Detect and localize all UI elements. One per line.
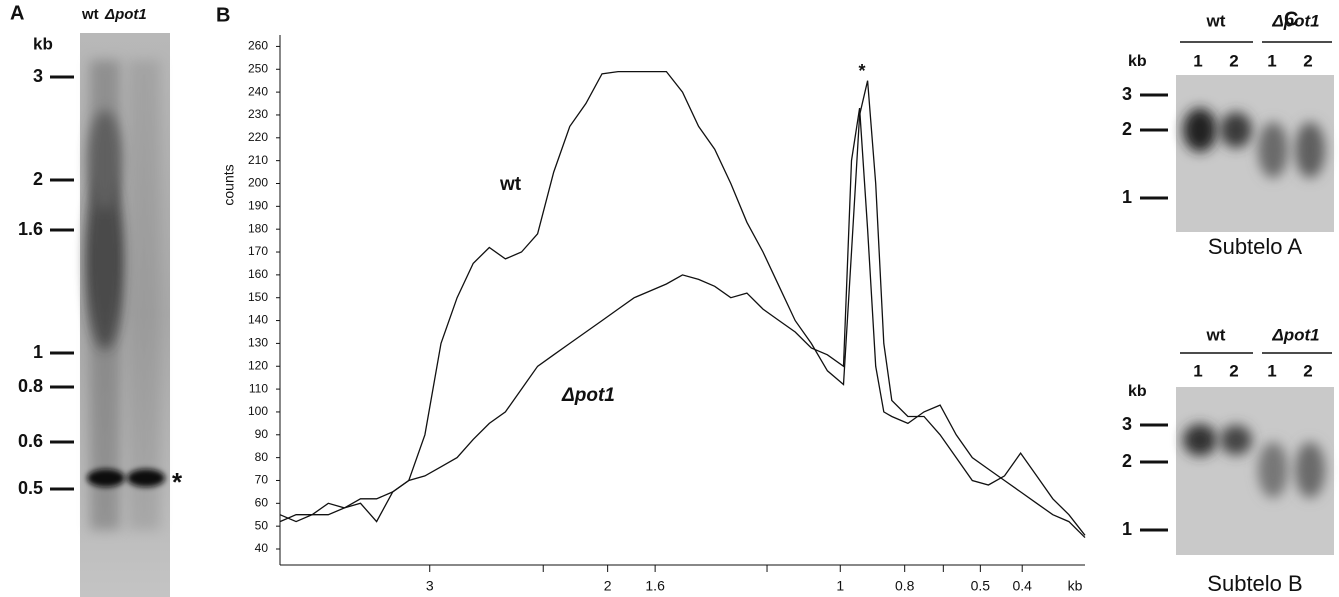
caption: Subtelo B bbox=[1207, 571, 1302, 596]
y-tick-label: 140 bbox=[248, 313, 268, 327]
size-marker-label: 1 bbox=[33, 342, 43, 362]
panel-label: C bbox=[1284, 8, 1298, 30]
annotation: wt bbox=[499, 174, 522, 195]
y-tick-label: 260 bbox=[248, 39, 268, 53]
series-line bbox=[279, 108, 1086, 539]
lane-label: wt bbox=[81, 6, 99, 23]
size-marker-label: 2 bbox=[1122, 451, 1132, 471]
lane-label: 2 bbox=[1229, 361, 1238, 380]
size-marker-label: 0.6 bbox=[18, 431, 43, 451]
lane-label: 1 bbox=[1193, 361, 1202, 380]
size-marker-label: 1 bbox=[1122, 187, 1132, 207]
y-tick-label: 150 bbox=[248, 290, 268, 304]
x-tick-label: 0.4 bbox=[1012, 578, 1032, 594]
size-marker-label: 1 bbox=[1122, 519, 1132, 539]
y-tick-label: 90 bbox=[255, 427, 269, 441]
gel-a bbox=[80, 33, 170, 597]
gel-c-a bbox=[1176, 75, 1334, 232]
group-label: wt bbox=[1206, 325, 1226, 344]
lane-label: Δpot1 bbox=[104, 6, 147, 23]
y-tick-label: 130 bbox=[248, 336, 268, 350]
y-tick-label: 190 bbox=[248, 199, 268, 213]
y-axis-title: counts bbox=[221, 164, 237, 205]
band-note: * bbox=[172, 467, 183, 497]
series-line bbox=[279, 70, 1086, 536]
annotation: * bbox=[858, 61, 865, 81]
y-tick-label: 240 bbox=[248, 84, 268, 98]
x-tick-label: 1 bbox=[836, 578, 844, 594]
unit-label: kb bbox=[1128, 53, 1147, 70]
y-tick-label: 210 bbox=[248, 153, 268, 167]
panel-label: A bbox=[10, 2, 24, 24]
y-tick-label: 230 bbox=[248, 107, 268, 121]
y-tick-label: 110 bbox=[249, 381, 268, 395]
lane-label: 2 bbox=[1229, 51, 1238, 70]
size-marker-label: 3 bbox=[1122, 84, 1132, 104]
size-marker-label: 0.5 bbox=[18, 478, 43, 498]
x-tick-label: 3 bbox=[426, 578, 434, 594]
lane-label: 1 bbox=[1193, 51, 1202, 70]
annotation: Δpot1 bbox=[561, 385, 615, 406]
x-tick-label: 1.6 bbox=[645, 578, 665, 594]
y-tick-label: 200 bbox=[248, 176, 268, 190]
lane-label: 1 bbox=[1267, 51, 1276, 70]
x-tick-label: 0.5 bbox=[971, 578, 991, 594]
size-marker-label: 3 bbox=[33, 66, 43, 86]
y-tick-label: 70 bbox=[255, 473, 269, 487]
group-label: Δpot1 bbox=[1271, 325, 1319, 344]
y-tick-label: 220 bbox=[248, 130, 268, 144]
lane-label: 2 bbox=[1303, 51, 1312, 70]
y-tick-label: 40 bbox=[255, 541, 269, 555]
x-unit: kb bbox=[1068, 578, 1083, 594]
lane-label: 1 bbox=[1267, 361, 1276, 380]
size-marker-label: 2 bbox=[1122, 119, 1132, 139]
size-marker-label: 2 bbox=[33, 169, 43, 189]
y-tick-label: 120 bbox=[248, 358, 268, 372]
lane-label: 2 bbox=[1303, 361, 1312, 380]
x-tick-label: 2 bbox=[604, 578, 612, 594]
y-tick-label: 80 bbox=[255, 450, 269, 464]
unit-label: kb bbox=[33, 34, 53, 53]
y-tick-label: 170 bbox=[248, 244, 268, 258]
group-label: Δpot1 bbox=[1271, 11, 1319, 30]
panel-label: B bbox=[216, 4, 230, 26]
caption: Subtelo A bbox=[1208, 234, 1303, 259]
x-tick-label: 0.8 bbox=[895, 578, 915, 594]
y-tick-label: 60 bbox=[255, 495, 269, 509]
size-marker-label: 1.6 bbox=[18, 219, 43, 239]
y-tick-label: 180 bbox=[248, 221, 268, 235]
unit-label: kb bbox=[1128, 383, 1147, 400]
y-tick-label: 100 bbox=[248, 404, 268, 418]
size-marker-label: 0.8 bbox=[18, 376, 43, 396]
size-marker-label: 3 bbox=[1122, 414, 1132, 434]
y-tick-label: 250 bbox=[248, 61, 268, 75]
y-tick-label: 50 bbox=[255, 518, 269, 532]
y-tick-label: 160 bbox=[248, 267, 268, 281]
gel-c-b bbox=[1176, 387, 1334, 555]
group-label: wt bbox=[1206, 11, 1226, 30]
